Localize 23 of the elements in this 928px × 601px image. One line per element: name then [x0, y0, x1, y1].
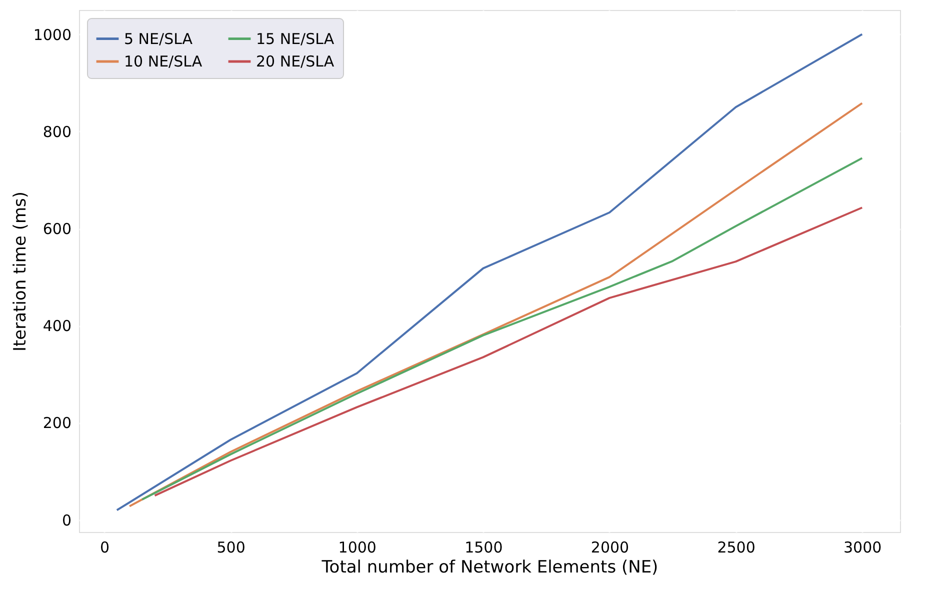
x-tick-label: 2000 — [590, 538, 630, 556]
legend-label: 15 NE/SLA — [256, 30, 335, 48]
y-tick-label: 1000 — [33, 26, 72, 44]
y-tick-label: 600 — [42, 220, 72, 238]
y-tick-label: 400 — [42, 317, 72, 336]
legend-label: 5 NE/SLA — [124, 30, 194, 48]
line-series — [154, 206, 864, 497]
y-axis-title: Iteration time (ms) — [10, 191, 30, 352]
x-tick-label: 500 — [216, 538, 246, 556]
y-tick-label: 0 — [62, 511, 72, 530]
line-series — [128, 102, 864, 508]
x-tick-label: 3000 — [844, 538, 882, 556]
y-tick-label: 200 — [42, 414, 72, 432]
x-tick-label: 0 — [100, 538, 110, 556]
line-series — [141, 157, 864, 500]
x-tick-label: 2500 — [717, 538, 756, 556]
legend-label: 10 NE/SLA — [124, 52, 203, 70]
x-tick-label: 1500 — [464, 538, 503, 556]
legend-label: 20 NE/SLA — [256, 52, 335, 70]
y-tick-label: 800 — [42, 122, 72, 141]
x-axis-title: Total number of Network Elements (NE) — [320, 558, 658, 578]
x-tick-label: 1000 — [338, 538, 376, 556]
line-series — [116, 33, 864, 512]
